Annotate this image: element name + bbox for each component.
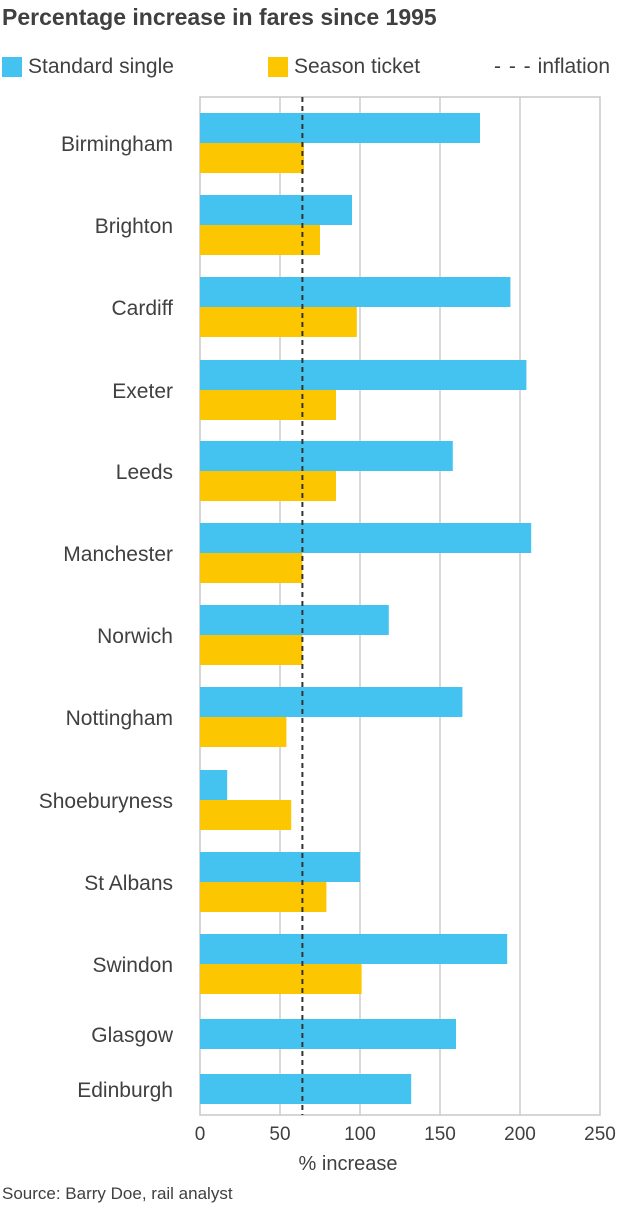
- bar-standard-single: [200, 1074, 412, 1104]
- bar-season-ticket: [200, 800, 292, 830]
- category-label: Leeds: [116, 461, 173, 484]
- bar-standard-single: [200, 605, 389, 635]
- legend-standard-single: Standard single: [2, 55, 174, 79]
- category-label: St Albans: [84, 872, 173, 895]
- category-label: Edinburgh: [77, 1079, 173, 1102]
- bar-standard-single: [200, 441, 453, 471]
- legend-season-ticket: Season ticket: [268, 55, 420, 79]
- x-tick-label: 200: [504, 1124, 536, 1145]
- x-tick-label: 150: [424, 1124, 456, 1145]
- source-note: Source: Barry Doe, rail analyst: [2, 1184, 233, 1203]
- legend-label: inflation: [537, 55, 611, 78]
- category-label: Brighton: [95, 215, 173, 238]
- legend-inflation: - - - inflation: [494, 55, 610, 79]
- bar-season-ticket: [200, 143, 304, 173]
- x-tick-label: 50: [269, 1124, 290, 1145]
- x-tick-label: 100: [344, 1124, 376, 1145]
- x-axis-label: % increase: [299, 1153, 398, 1175]
- bar-season-ticket: [200, 635, 303, 665]
- dashed-line-icon: - - -: [494, 55, 532, 78]
- bar-standard-single: [200, 934, 508, 964]
- bar-standard-single: [200, 770, 228, 800]
- bar-season-ticket: [200, 553, 303, 583]
- bar-standard-single: [200, 277, 511, 307]
- bar-standard-single: [200, 523, 532, 553]
- chart-title: Percentage increase in fares since 1995: [2, 4, 437, 30]
- bar-standard-single: [200, 1019, 456, 1049]
- category-label: Exeter: [112, 380, 173, 403]
- legend-swatch: [2, 57, 22, 77]
- legend-swatch: [268, 57, 288, 77]
- x-tick-label: 0: [195, 1124, 206, 1145]
- legend-label: Standard single: [28, 55, 174, 78]
- bar-season-ticket: [200, 964, 362, 994]
- bar-season-ticket: [200, 471, 336, 501]
- bar-season-ticket: [200, 225, 320, 255]
- category-label: Swindon: [92, 954, 173, 977]
- category-label: Nottingham: [66, 707, 173, 730]
- bar-season-ticket: [200, 882, 327, 912]
- bar-standard-single: [200, 195, 352, 225]
- category-label: Birmingham: [61, 133, 173, 156]
- category-label: Norwich: [97, 625, 173, 648]
- category-label: Shoeburyness: [39, 790, 173, 813]
- bar-standard-single: [200, 687, 463, 717]
- bar-season-ticket: [200, 717, 287, 747]
- category-label: Cardiff: [112, 297, 174, 320]
- category-label: Manchester: [63, 543, 173, 566]
- bar-standard-single: [200, 852, 360, 882]
- bar-season-ticket: [200, 390, 336, 420]
- category-label: Glasgow: [91, 1024, 174, 1047]
- bar-standard-single: [200, 360, 527, 390]
- x-tick-label: 250: [584, 1124, 616, 1145]
- bar-season-ticket: [200, 307, 357, 337]
- bar-standard-single: [200, 113, 480, 143]
- legend-label: Season ticket: [294, 55, 421, 78]
